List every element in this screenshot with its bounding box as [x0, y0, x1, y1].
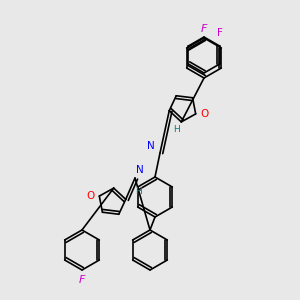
Text: H: H: [135, 187, 142, 196]
Text: F: F: [201, 24, 207, 34]
Text: F: F: [217, 28, 223, 38]
Text: N: N: [136, 165, 144, 175]
Text: O: O: [201, 109, 209, 119]
Text: O: O: [86, 191, 94, 201]
Text: H: H: [172, 125, 179, 134]
Text: N: N: [147, 141, 155, 151]
Text: F: F: [79, 275, 85, 285]
